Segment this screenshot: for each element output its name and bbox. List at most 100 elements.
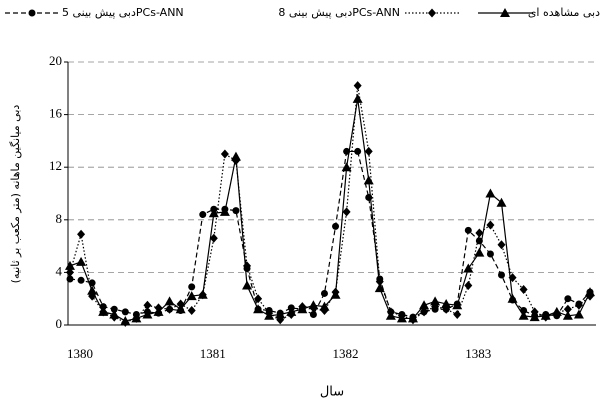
marker xyxy=(563,304,572,314)
marker xyxy=(287,304,295,312)
marker xyxy=(28,9,36,17)
marker xyxy=(542,310,550,318)
marker xyxy=(210,205,218,213)
marker xyxy=(220,149,229,159)
marker xyxy=(65,260,75,270)
marker xyxy=(441,298,452,308)
marker xyxy=(520,307,528,315)
marker xyxy=(453,309,462,319)
marker xyxy=(464,226,472,234)
marker xyxy=(209,233,218,243)
marker xyxy=(485,188,496,198)
marker xyxy=(265,307,273,315)
marker xyxy=(66,267,74,277)
marker xyxy=(143,308,151,316)
marker xyxy=(332,222,340,230)
marker xyxy=(164,296,175,306)
y-axis-label: دبی میانگین ماهانه (متر مکعب بر ثانیه) xyxy=(9,105,22,284)
marker xyxy=(132,310,140,318)
marker xyxy=(187,306,196,316)
legend-label: دبی پیش بینی 8PCs-ANN xyxy=(278,6,400,19)
marker xyxy=(376,275,384,283)
marker xyxy=(66,275,74,283)
marker xyxy=(508,273,517,283)
marker xyxy=(198,290,207,300)
marker xyxy=(531,312,539,320)
x-tick-label: 1381 xyxy=(200,346,226,361)
marker xyxy=(365,193,373,201)
marker xyxy=(243,264,251,272)
marker xyxy=(419,300,430,310)
marker xyxy=(474,247,485,257)
marker xyxy=(342,207,351,217)
legend-label: دبی مشاهده ای xyxy=(528,6,600,19)
marker xyxy=(221,205,229,213)
legend-label: دبی پیش بینی 5PCs-ANN xyxy=(62,6,184,19)
marker xyxy=(309,310,317,318)
marker xyxy=(497,240,506,250)
x-axis-label: سال xyxy=(320,385,344,400)
marker xyxy=(88,279,96,287)
marker xyxy=(320,306,329,316)
marker xyxy=(398,310,406,318)
marker xyxy=(343,147,351,155)
marker xyxy=(121,308,129,316)
y-tick-label: 20 xyxy=(49,53,62,68)
marker xyxy=(518,310,529,320)
marker xyxy=(254,305,262,313)
marker xyxy=(464,281,473,291)
marker xyxy=(500,8,510,17)
marker xyxy=(586,288,594,296)
marker xyxy=(341,162,352,172)
marker xyxy=(88,291,97,301)
marker xyxy=(475,237,483,245)
marker xyxy=(276,315,285,325)
marker xyxy=(354,147,362,155)
marker xyxy=(166,305,174,313)
marker xyxy=(509,296,517,304)
y-tick-label: 12 xyxy=(49,158,62,173)
y-tick-label: 0 xyxy=(56,316,63,331)
x-tick-label: 1383 xyxy=(465,346,491,361)
marker xyxy=(110,312,119,322)
marker xyxy=(564,295,572,303)
marker xyxy=(409,313,417,321)
marker xyxy=(242,280,253,290)
marker xyxy=(199,211,207,219)
marker xyxy=(87,285,98,295)
marker xyxy=(352,93,363,103)
marker xyxy=(76,256,87,266)
marker xyxy=(186,291,197,301)
marker xyxy=(231,156,240,166)
marker xyxy=(77,276,85,284)
marker xyxy=(232,207,240,215)
y-tick-label: 16 xyxy=(49,106,63,121)
marker xyxy=(573,309,584,319)
marker xyxy=(428,8,436,18)
marker xyxy=(110,305,118,313)
marker xyxy=(562,310,573,320)
marker xyxy=(154,303,163,313)
marker xyxy=(143,300,152,310)
marker xyxy=(497,271,505,279)
series-line xyxy=(69,98,591,322)
marker xyxy=(298,305,306,313)
marker xyxy=(475,228,484,238)
marker xyxy=(442,305,450,313)
marker xyxy=(486,250,494,258)
marker xyxy=(276,309,284,317)
marker xyxy=(575,300,583,308)
marker xyxy=(519,284,528,294)
marker xyxy=(99,307,108,317)
x-tick-label: 1380 xyxy=(67,346,93,361)
marker xyxy=(374,283,385,293)
y-tick-label: 4 xyxy=(56,263,63,278)
marker xyxy=(177,307,185,315)
marker xyxy=(320,289,328,297)
marker xyxy=(431,305,439,313)
marker xyxy=(420,308,428,316)
marker xyxy=(387,308,395,316)
x-tick-label: 1382 xyxy=(333,346,359,361)
marker xyxy=(353,81,362,91)
